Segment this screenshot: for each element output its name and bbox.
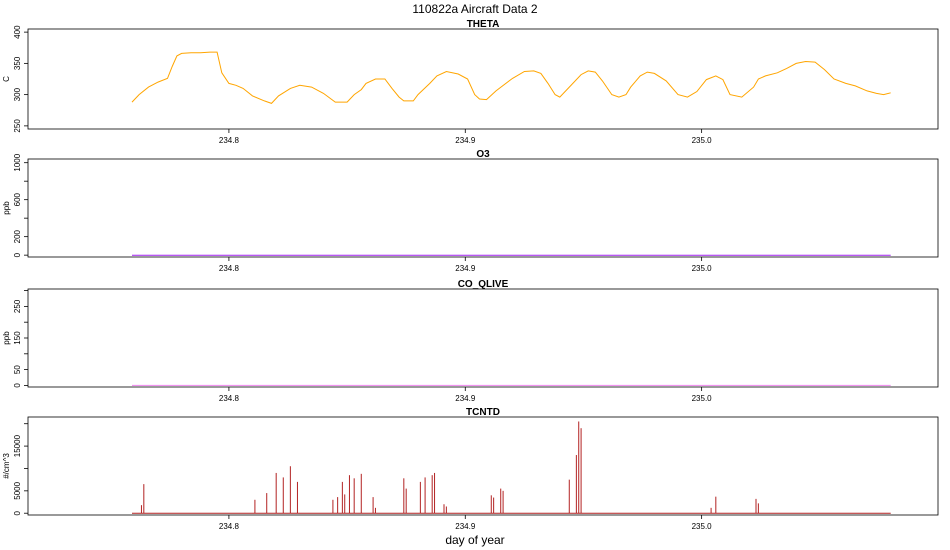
y-tick-label-tcntd: 5000 (13, 481, 22, 499)
x-tick-label-tcntd: 235.0 (692, 522, 713, 531)
x-axis-label: day of year (445, 533, 504, 547)
series-line-theta (131, 51, 891, 104)
y-axis-label-theta: C (2, 76, 11, 82)
x-tick-label-theta: 235.0 (692, 136, 713, 145)
panel-tcntd: TCNTD #/cm^3 234.8 234.9 235.0 0 5000 15000 (2, 407, 939, 531)
y-tick-label-co-qlive: 150 (13, 331, 22, 345)
y-axis-label-tcntd: #/cm^3 (2, 453, 11, 479)
panel-title-tcntd: TCNTD (466, 407, 500, 418)
figure-title: 110822a Aircraft Data 2 (412, 2, 538, 16)
y-tick-label-o3: 600 (13, 192, 22, 206)
x-tick-label-o3: 235.0 (692, 264, 713, 273)
y-axis-label-o3: ppb (2, 201, 11, 215)
x-tick-label-theta: 234.8 (219, 136, 240, 145)
plot-frame-tcntd (27, 416, 939, 516)
y-tick-label-theta: 250 (13, 119, 22, 133)
x-tick-label-co-qlive: 234.8 (219, 394, 240, 403)
panel-title-theta: THETA (467, 19, 500, 30)
y-tick-label-o3: 1000 (13, 153, 22, 171)
panel-title-o3: O3 (476, 149, 490, 160)
panel-theta: THETA C 234.8 234.9 235.0 250 300 350 400 (2, 19, 939, 145)
y-tick-label-co-qlive: 50 (13, 365, 22, 374)
panel-title-co-qlive: CO_QLIVE (458, 279, 509, 290)
x-tick-label-co-qlive: 235.0 (692, 394, 713, 403)
y-tick-label-co-qlive: 0 (13, 383, 22, 388)
y-tick-label-o3: 200 (13, 229, 22, 243)
y-tick-label-co-qlive: 250 (13, 299, 22, 313)
x-tick-label-tcntd: 234.9 (455, 522, 476, 531)
y-tick-label-o3: 0 (13, 252, 22, 257)
y-tick-label-theta: 300 (13, 87, 22, 101)
y-axis-label-co-qlive: ppb (2, 331, 11, 345)
y-tick-label-theta: 350 (13, 56, 22, 70)
y-tick-label-tcntd: 0 (13, 510, 22, 515)
x-tick-label-co-qlive: 234.9 (455, 394, 476, 403)
plot-frame-theta (27, 28, 939, 130)
y-tick-label-theta: 400 (13, 25, 22, 39)
y-tick-label-tcntd: 15000 (13, 434, 22, 457)
panel-o3: O3 ppb 234.8 234.9 235.0 0 200 600 1000 (2, 149, 939, 273)
x-tick-label-o3: 234.9 (455, 264, 476, 273)
x-tick-label-tcntd: 234.8 (219, 522, 240, 531)
x-tick-label-o3: 234.8 (219, 264, 240, 273)
x-tick-label-theta: 234.9 (455, 136, 476, 145)
panels: THETA C 234.8 234.9 235.0 250 300 350 400 O3 ppb 23… (2, 19, 939, 531)
plot-frame-o3 (27, 158, 939, 258)
